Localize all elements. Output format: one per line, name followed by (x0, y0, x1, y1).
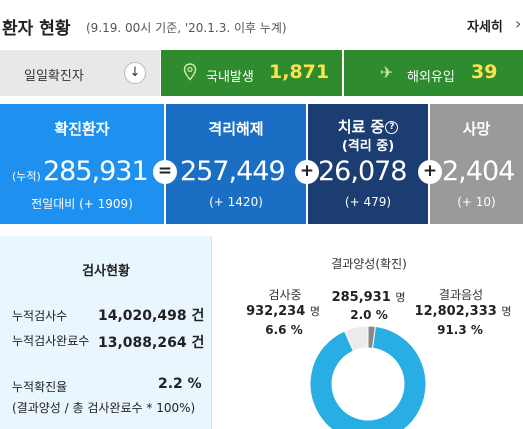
released-title: 격리해제 (208, 120, 264, 138)
overseas-box: ✈ 해외유입 39 (344, 50, 523, 96)
deaths-value: 2,404 (442, 156, 515, 187)
pie-slice-negative (309, 325, 427, 429)
released-value: 257,449 (180, 156, 286, 187)
equals-operator: = (153, 160, 177, 184)
percent-testing: 6.6 % (265, 323, 303, 337)
plus-operator: + (418, 160, 442, 184)
daily-label: 일일확진자 (24, 69, 84, 84)
daily-label-box: 일일확진자 ↓ (0, 50, 160, 96)
page-subtitle: (9.19. 00시 기준, '20.1.3. 이후 누계) (86, 21, 287, 35)
value-negative-number: 12,802,333 (414, 304, 497, 319)
positive-rate-label: 누적확진율 (12, 380, 68, 394)
arrow-down-icon[interactable]: ↓ (124, 62, 146, 84)
legend-label-testing: 검사중 (268, 288, 302, 302)
confirmed-delta: 전일대비 (+ 1909) (31, 197, 133, 211)
domestic-box: 국내발생 1,871 (161, 50, 342, 96)
percent-positive: 2.0 % (350, 308, 388, 322)
confirmed-card: 확진환자 (누적) 285,931 전일대비 (+ 1909) (0, 104, 164, 224)
airplane-icon: ✈ (380, 63, 394, 82)
unit-label: 명 (309, 305, 320, 318)
plus-operator: + (295, 160, 319, 184)
released-delta: (+ 1420) (209, 195, 263, 209)
confirmed-prefix: (누적) (12, 170, 41, 183)
overseas-value: 39 (471, 61, 498, 83)
domestic-label: 국내발생 (206, 70, 254, 85)
treating-card: 치료 중? (격리 중) 26,078 (+ 479) (308, 104, 428, 224)
more-link[interactable]: 자세히 (467, 20, 503, 35)
legend-label-negative: 결과음성 (438, 288, 484, 302)
value-positive-number: 285,931 (331, 290, 391, 305)
daily-confirmed-bar: 일일확진자 ↓ 국내발생 1,871 ✈ 해외유입 39 (0, 50, 523, 96)
confirmed-title: 확진환자 (54, 120, 110, 138)
completed-tests-value: 13,088,264 건 (98, 335, 205, 351)
treating-subtitle: (격리 중) (341, 139, 395, 154)
positive-rate-note: (결과양성 / 총 검사완료수 * 100%) (12, 401, 196, 415)
page-title: 환자 현황 (2, 19, 71, 39)
treating-title: 치료 중? (308, 116, 428, 137)
value-positive: 285,931 명 (311, 289, 426, 305)
unit-label: 명 (501, 305, 512, 318)
legend-label-positive: 결과양성(확진) (331, 257, 407, 271)
value-testing-number: 932,234 (246, 304, 306, 319)
location-pin-icon (183, 63, 197, 85)
test-result-chart: 검사중 932,234 명 6.6 % 결과양성(확진) 285,931 명 2… (213, 236, 523, 429)
deaths-card: 사망 2,404 (+ 10) (430, 104, 523, 224)
treating-delta: (+ 479) (344, 195, 392, 209)
stats-cards: 확진환자 (누적) 285,931 전일대비 (+ 1909) 격리해제 257… (0, 104, 523, 224)
total-tests-value: 14,020,498 건 (98, 308, 205, 324)
completed-tests-label: 누적검사완료수 (12, 334, 90, 348)
deaths-title: 사망 (462, 120, 491, 138)
donut-svg (309, 325, 427, 429)
confirmed-value: 285,931 (43, 156, 149, 187)
total-tests-label: 누적검사수 (12, 309, 68, 323)
header: 환자 현황 (9.19. 00시 기준, '20.1.3. 이후 누계) 자세히… (0, 0, 523, 50)
chevron-right-icon[interactable]: › (515, 14, 522, 33)
released-card: 격리해제 257,449 (+ 1420) (166, 104, 306, 224)
test-status-panel: 검사현황 누적검사수 14,020,498 건 누적검사완료수 13,088,2… (0, 236, 212, 429)
percent-negative: 91.3 % (437, 323, 483, 337)
help-icon[interactable]: ? (385, 121, 399, 134)
value-testing: 932,234 명 (233, 303, 333, 319)
overseas-label: 해외유입 (407, 70, 455, 85)
deaths-delta: (+ 10) (457, 195, 496, 209)
unit-label: 명 (395, 291, 406, 304)
test-status-title: 검사현황 (82, 264, 130, 279)
positive-rate-value: 2.2 % (158, 376, 202, 392)
treating-value: 26,078 (318, 156, 407, 187)
value-negative: 12,802,333 명 (404, 303, 522, 319)
domestic-value: 1,871 (269, 61, 330, 83)
treating-title-text: 치료 중 (337, 118, 385, 136)
